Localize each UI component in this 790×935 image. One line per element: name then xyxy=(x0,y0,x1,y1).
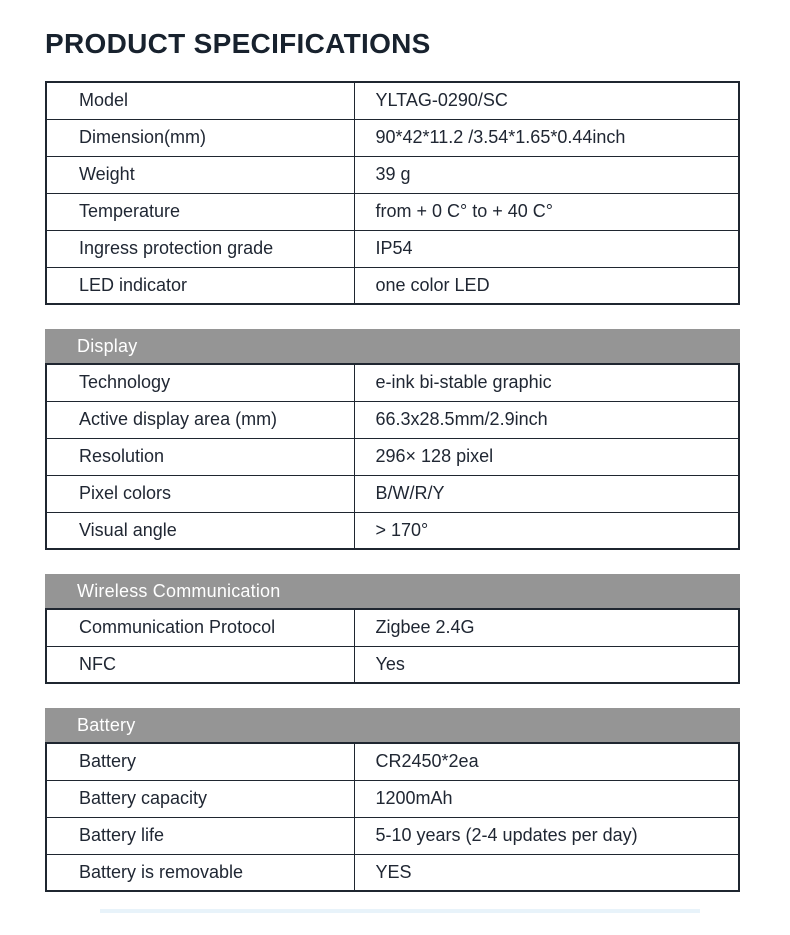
spec-label: Battery life xyxy=(45,816,355,855)
table-row: Ingress protection grade IP54 xyxy=(45,229,740,268)
wireless-spec-table: Communication Protocol Zigbee 2.4G NFC Y… xyxy=(45,608,740,684)
table-row: Resolution 296× 128 pixel xyxy=(45,437,740,476)
table-row: Model YLTAG-0290/SC xyxy=(45,81,740,120)
section-battery: Battery Battery CR2450*2ea Battery capac… xyxy=(45,708,740,892)
spec-value: YES xyxy=(353,853,740,892)
table-row: Dimension(mm) 90*42*11.2 /3.54*1.65*0.44… xyxy=(45,118,740,157)
spec-value: 39 g xyxy=(353,155,740,194)
spec-label: Battery capacity xyxy=(45,779,355,818)
spec-value: e-ink bi-stable graphic xyxy=(353,363,740,402)
spec-label: Model xyxy=(45,81,355,120)
spec-value: B/W/R/Y xyxy=(353,474,740,513)
spec-value: IP54 xyxy=(353,229,740,268)
spec-label: Battery is removable xyxy=(45,853,355,892)
spec-label: Active display area (mm) xyxy=(45,400,355,439)
spec-label: Resolution xyxy=(45,437,355,476)
table-row: Technology e-ink bi-stable graphic xyxy=(45,363,740,402)
spec-value: CR2450*2ea xyxy=(353,742,740,781)
table-row: Weight 39 g xyxy=(45,155,740,194)
spec-value: 1200mAh xyxy=(353,779,740,818)
spec-value: 5-10 years (2-4 updates per day) xyxy=(353,816,740,855)
battery-spec-table: Battery CR2450*2ea Battery capacity 1200… xyxy=(45,742,740,892)
spec-label: Battery xyxy=(45,742,355,781)
table-row: Battery capacity 1200mAh xyxy=(45,779,740,818)
spec-label: LED indicator xyxy=(45,266,355,305)
spec-label: Ingress protection grade xyxy=(45,229,355,268)
spec-label: Visual angle xyxy=(45,511,355,550)
table-row: LED indicator one color LED xyxy=(45,266,740,305)
table-row: Active display area (mm) 66.3x28.5mm/2.9… xyxy=(45,400,740,439)
spec-value: 90*42*11.2 /3.54*1.65*0.44inch xyxy=(353,118,740,157)
spec-label: NFC xyxy=(45,645,355,684)
table-row: Battery is removable YES xyxy=(45,853,740,892)
spec-value: > 170° xyxy=(353,511,740,550)
table-row: Battery CR2450*2ea xyxy=(45,742,740,781)
spec-label: Communication Protocol xyxy=(45,608,355,647)
section-general: Model YLTAG-0290/SC Dimension(mm) 90*42*… xyxy=(45,81,740,305)
spec-value: 66.3x28.5mm/2.9inch xyxy=(353,400,740,439)
table-row: Temperature from + 0 C° to + 40 C° xyxy=(45,192,740,231)
table-row: Battery life 5-10 years (2-4 updates per… xyxy=(45,816,740,855)
spec-label: Temperature xyxy=(45,192,355,231)
table-row: Visual angle > 170° xyxy=(45,511,740,550)
faint-bottom-strip xyxy=(100,909,700,913)
table-row: Pixel colors B/W/R/Y xyxy=(45,474,740,513)
general-spec-table: Model YLTAG-0290/SC Dimension(mm) 90*42*… xyxy=(45,81,740,305)
spec-value: 296× 128 pixel xyxy=(353,437,740,476)
spec-value: Yes xyxy=(353,645,740,684)
spec-label: Dimension(mm) xyxy=(45,118,355,157)
spec-label: Technology xyxy=(45,363,355,402)
section-header-display: Display xyxy=(45,329,740,363)
display-spec-table: Technology e-ink bi-stable graphic Activ… xyxy=(45,363,740,550)
section-wireless-communication: Wireless Communication Communication Pro… xyxy=(45,574,740,684)
spec-label: Pixel colors xyxy=(45,474,355,513)
spec-value: from + 0 C° to + 40 C° xyxy=(353,192,740,231)
section-header-battery: Battery xyxy=(45,708,740,742)
section-display: Display Technology e-ink bi-stable graph… xyxy=(45,329,740,550)
table-row: Communication Protocol Zigbee 2.4G xyxy=(45,608,740,647)
page-title: PRODUCT SPECIFICATIONS xyxy=(45,28,431,59)
section-header-wireless-communication: Wireless Communication xyxy=(45,574,740,608)
spec-value: YLTAG-0290/SC xyxy=(353,81,740,120)
spec-value: Zigbee 2.4G xyxy=(353,608,740,647)
table-row: NFC Yes xyxy=(45,645,740,684)
spec-label: Weight xyxy=(45,155,355,194)
spec-value: one color LED xyxy=(353,266,740,305)
